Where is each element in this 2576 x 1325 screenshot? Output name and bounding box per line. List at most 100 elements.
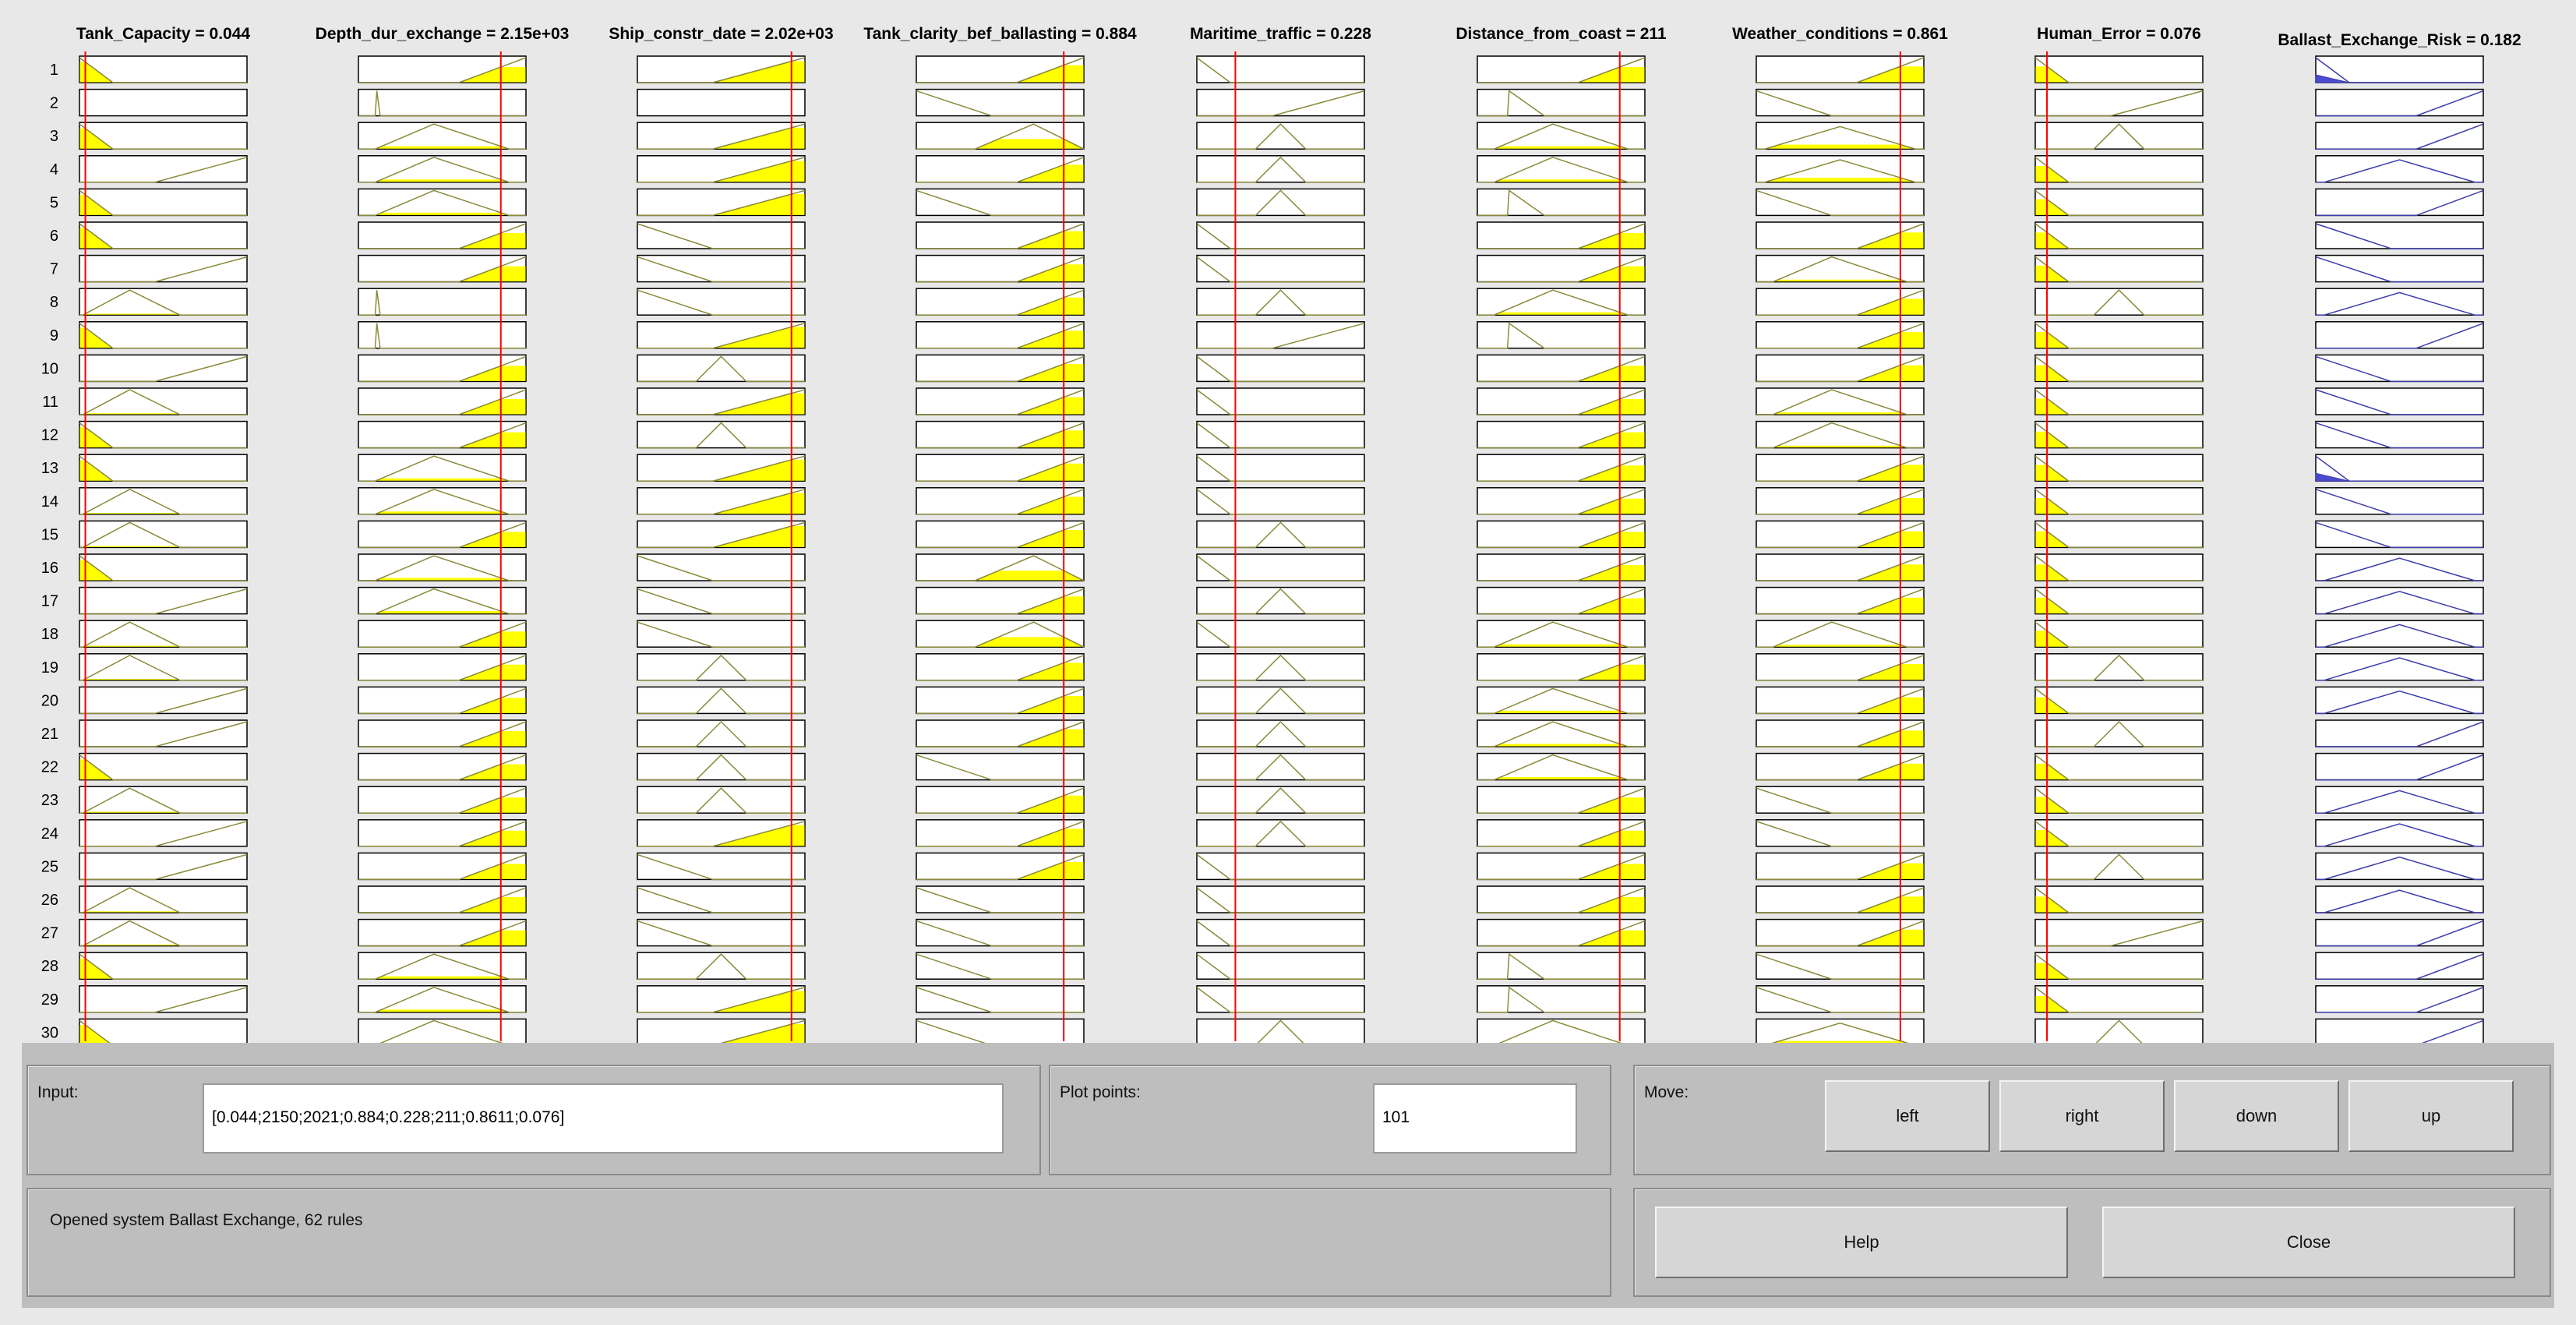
rule-number[interactable]: 22 <box>41 759 58 776</box>
input-mf-cell <box>1756 918 1925 947</box>
input-mf-cell <box>637 288 806 316</box>
input-mf-cell <box>916 55 1085 83</box>
input-mf-cell <box>2034 122 2204 150</box>
input-mf-cell <box>916 221 1085 249</box>
input-mf-cell <box>1196 88 1365 117</box>
input-mf-cell <box>637 188 806 217</box>
column-title-5: Maritime_traffic = 0.228 <box>1190 25 1371 43</box>
input-mf-cell <box>1756 221 1925 249</box>
rule-number[interactable]: 5 <box>50 194 58 211</box>
rule-number[interactable]: 26 <box>41 892 58 909</box>
input-mf-cell <box>79 354 248 383</box>
rule-number[interactable]: 9 <box>50 327 58 344</box>
rule-number[interactable]: 30 <box>41 1024 58 1041</box>
input-mf-cell <box>358 918 527 947</box>
output-mf-cell <box>2315 88 2484 117</box>
input-mf-cell <box>1196 454 1365 482</box>
output-mf-cell <box>2315 952 2484 980</box>
output-mf-cell <box>2315 420 2484 449</box>
input-mf-cell <box>1196 752 1365 781</box>
rule-plot-area: Tank_Capacity = 0.044 Depth_dur_exchange … <box>41 25 2521 1043</box>
input-mf-cell <box>2034 553 2204 581</box>
input-mf-cell <box>637 918 806 947</box>
input-mf-cell <box>1756 122 1925 150</box>
column-title-4: Tank_clarity_bef_ballasting = 0.884 <box>863 25 1137 43</box>
rule-number[interactable]: 8 <box>50 294 58 311</box>
input-frame: Input: [0.044;2150;2021;0.884;0.228;211;… <box>26 1065 1041 1175</box>
input-mf-cell <box>79 653 248 681</box>
input-mf-cell <box>916 586 1085 615</box>
rule-number[interactable]: 17 <box>41 593 58 610</box>
rule-number[interactable]: 12 <box>41 427 58 444</box>
input-mf-cell <box>916 752 1085 781</box>
input-mf-cell <box>1477 819 1646 847</box>
input-mf-cell <box>2034 454 2204 482</box>
input-mf-cell <box>1477 918 1646 947</box>
input-label: Input: <box>37 1083 79 1101</box>
rule-number[interactable]: 14 <box>41 493 58 511</box>
input-mf-cell <box>2034 188 2204 217</box>
help-button[interactable]: Help <box>1655 1207 2068 1278</box>
move-right-button[interactable]: right <box>1999 1080 2165 1152</box>
rule-number[interactable]: 19 <box>41 659 58 677</box>
move-left-button[interactable]: left <box>1825 1080 1990 1152</box>
input-mf-cell <box>79 321 248 349</box>
input-mf-cell <box>79 885 248 913</box>
rule-number[interactable]: 25 <box>41 858 58 875</box>
input-mf-cell <box>1477 55 1646 83</box>
buttons-frame: Help Close <box>1633 1188 2551 1297</box>
input-mf-cell <box>916 420 1085 449</box>
input-mf-cell <box>79 188 248 217</box>
input-mf-cell <box>1196 819 1365 847</box>
input-mf-cell <box>1756 387 1925 415</box>
rule-number[interactable]: 15 <box>41 526 58 543</box>
rule-number[interactable]: 7 <box>50 261 58 278</box>
input-mf-cell <box>79 752 248 781</box>
input-mf-cell <box>1756 952 1925 980</box>
rule-number[interactable]: 20 <box>41 692 58 709</box>
move-up-button[interactable]: up <box>2348 1080 2514 1152</box>
rule-number[interactable]: 6 <box>50 228 58 245</box>
input-mf-cell <box>1477 188 1646 217</box>
input-mf-cell <box>637 155 806 183</box>
input-mf-cell <box>637 487 806 515</box>
input-mf-cell <box>637 819 806 847</box>
input-mf-cell <box>637 122 806 150</box>
rule-number[interactable]: 1 <box>50 62 58 79</box>
input-mf-cell <box>1756 354 1925 383</box>
rule-number[interactable]: 18 <box>41 626 58 643</box>
rule-number[interactable]: 21 <box>41 726 58 743</box>
output-mf-cell <box>2315 653 2484 681</box>
plot-points-field[interactable]: 101 <box>1373 1083 1577 1154</box>
input-mf-cell <box>358 553 527 581</box>
input-mf-cell <box>358 454 527 482</box>
input-mf-cell <box>1477 786 1646 814</box>
rule-number[interactable]: 3 <box>50 128 58 145</box>
output-mf-cell <box>2315 985 2484 1013</box>
input-mf-cell <box>1196 155 1365 183</box>
output-mf-cell <box>2315 1018 2484 1043</box>
input-mf-cell <box>79 586 248 615</box>
rule-number[interactable]: 24 <box>41 825 58 843</box>
rule-number[interactable]: 23 <box>41 792 58 809</box>
rule-number[interactable]: 27 <box>41 925 58 942</box>
rule-number[interactable]: 11 <box>42 394 58 411</box>
input-mf-cell <box>79 520 248 549</box>
output-mf-cell <box>2315 155 2484 183</box>
rule-number[interactable]: 29 <box>41 991 58 1009</box>
rule-number[interactable]: 13 <box>41 460 58 477</box>
rule-number[interactable]: 16 <box>41 560 58 577</box>
input-mf-cell <box>1756 321 1925 349</box>
rule-number[interactable]: 4 <box>50 161 58 178</box>
output-mf-cell <box>2315 122 2484 150</box>
input-field[interactable]: [0.044;2150;2021;0.884;0.228;211;0.8611;… <box>203 1083 1004 1154</box>
move-down-button[interactable]: down <box>2174 1080 2339 1152</box>
input-mf-cell <box>1196 221 1365 249</box>
rule-number[interactable]: 2 <box>50 95 58 112</box>
close-button[interactable]: Close <box>2102 1207 2515 1278</box>
input-mf-cell <box>916 985 1085 1013</box>
rule-number[interactable]: 10 <box>41 360 58 377</box>
input-mf-cell <box>637 1018 806 1043</box>
input-mf-cell <box>637 852 806 881</box>
rule-number[interactable]: 28 <box>41 958 58 975</box>
